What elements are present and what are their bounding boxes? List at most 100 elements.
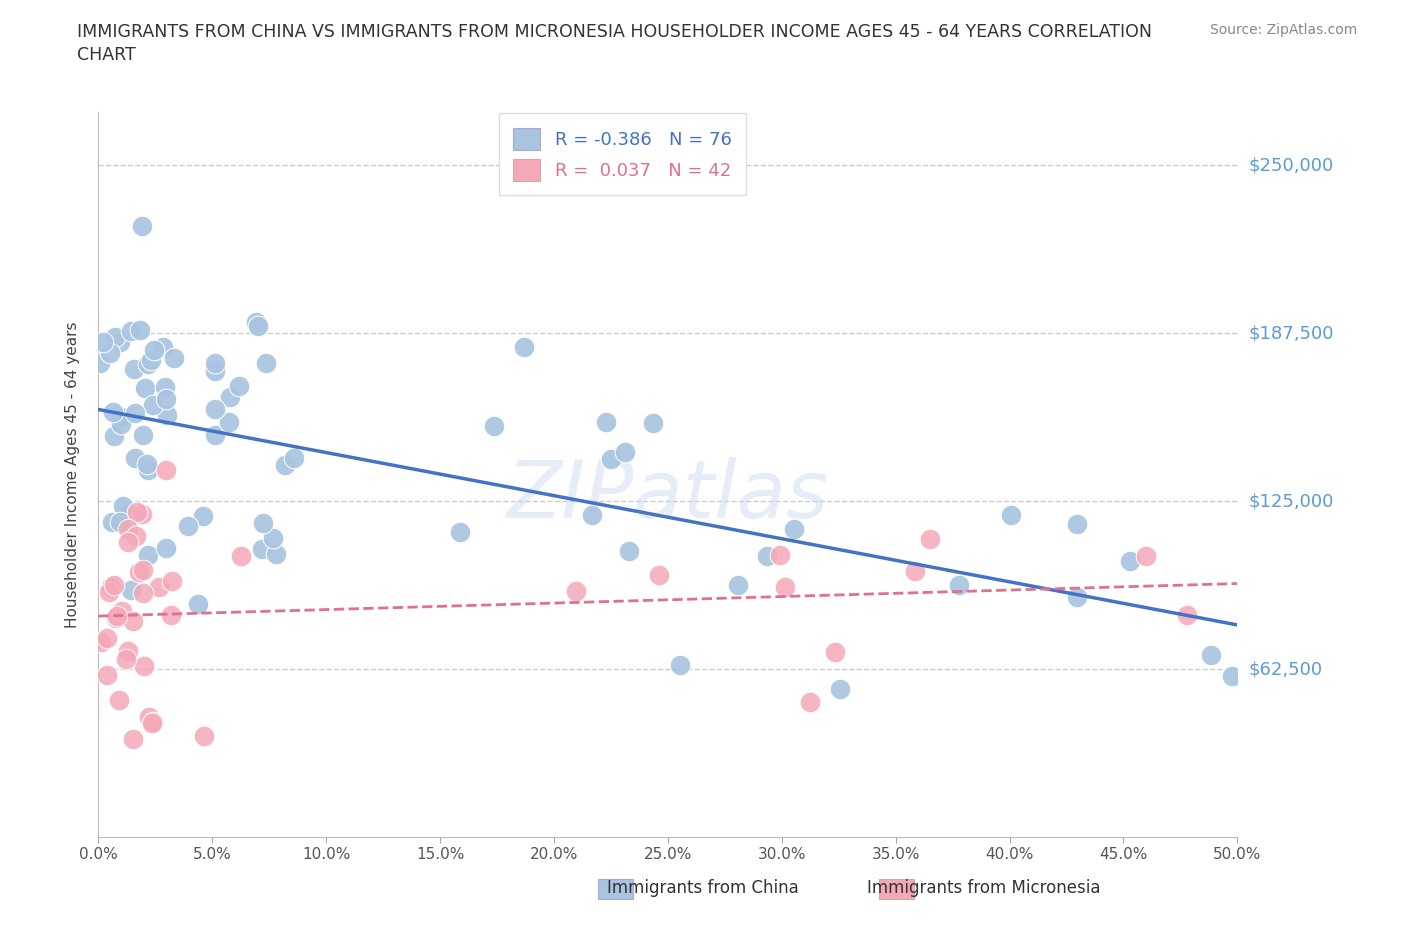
Point <box>108 693 131 708</box>
Point <box>124 405 146 420</box>
Point <box>617 544 640 559</box>
Point <box>122 614 145 629</box>
Point <box>141 352 163 367</box>
Point <box>96 668 118 683</box>
Point <box>219 390 242 405</box>
Point <box>96 631 118 645</box>
Point <box>110 417 132 432</box>
Point <box>108 514 131 529</box>
Point <box>98 346 121 361</box>
Point <box>153 379 176 394</box>
Text: IMMIGRANTS FROM CHINA VS IMMIGRANTS FROM MICRONESIA HOUSEHOLDER INCOME AGES 45 -: IMMIGRANTS FROM CHINA VS IMMIGRANTS FROM… <box>77 23 1153 41</box>
Point <box>129 323 152 338</box>
Point <box>103 329 125 344</box>
Point <box>135 457 157 472</box>
Point <box>134 381 156 396</box>
Point <box>1220 669 1243 684</box>
Text: $187,500: $187,500 <box>1249 325 1334 342</box>
Point <box>252 541 274 556</box>
Point <box>252 515 274 530</box>
Text: ZIPatlas: ZIPatlas <box>506 457 830 535</box>
Point <box>141 716 163 731</box>
Text: CHART: CHART <box>77 46 136 64</box>
Point <box>152 339 174 354</box>
Point <box>756 549 779 564</box>
Point <box>1066 589 1088 604</box>
Point <box>89 355 111 370</box>
Point <box>122 362 145 377</box>
Point <box>204 355 226 370</box>
Point <box>115 651 138 666</box>
Point <box>482 418 505 433</box>
Point <box>254 355 277 370</box>
Point <box>204 402 226 417</box>
Point <box>782 522 804 537</box>
Point <box>131 218 153 232</box>
Y-axis label: Householder Income Ages 45 - 64 years: Householder Income Ages 45 - 64 years <box>65 321 80 628</box>
Point <box>948 578 970 592</box>
Point <box>273 458 295 472</box>
Point <box>1201 647 1223 662</box>
Point <box>1066 516 1088 531</box>
Point <box>904 564 927 578</box>
Point <box>155 462 177 477</box>
Point <box>120 582 142 597</box>
Point <box>131 507 153 522</box>
Point <box>128 565 150 579</box>
Point <box>1000 508 1022 523</box>
Point <box>204 364 226 379</box>
Point <box>920 532 942 547</box>
Point <box>97 585 120 600</box>
Point <box>159 607 181 622</box>
Point <box>108 334 131 349</box>
Text: $250,000: $250,000 <box>1249 156 1334 174</box>
Point <box>565 584 588 599</box>
Point <box>1175 607 1198 622</box>
Point <box>155 540 177 555</box>
Point <box>120 324 142 339</box>
Point <box>648 567 671 582</box>
Point <box>581 507 603 522</box>
Point <box>117 644 139 658</box>
Point <box>513 339 536 354</box>
Point <box>727 578 749 592</box>
Point <box>103 405 125 419</box>
Point <box>769 548 792 563</box>
Point <box>110 409 132 424</box>
Point <box>90 635 112 650</box>
Point <box>830 682 852 697</box>
Point <box>204 428 226 443</box>
Point <box>155 392 177 406</box>
Point <box>824 644 846 659</box>
Point <box>773 580 796 595</box>
Point <box>101 514 124 529</box>
Point <box>117 535 139 550</box>
Text: Immigrants from Micronesia: Immigrants from Micronesia <box>868 879 1101 897</box>
Point <box>91 335 114 350</box>
Point <box>136 463 159 478</box>
Point <box>187 597 209 612</box>
Point <box>111 498 134 513</box>
Text: $125,000: $125,000 <box>1249 492 1334 511</box>
Point <box>177 519 200 534</box>
Point <box>124 450 146 465</box>
Legend: R = -0.386   N = 76, R =  0.037   N = 42: R = -0.386 N = 76, R = 0.037 N = 42 <box>499 113 747 195</box>
Point <box>283 450 305 465</box>
Point <box>163 351 186 365</box>
Point <box>614 445 637 459</box>
Point <box>1119 553 1142 568</box>
Point <box>218 415 240 430</box>
Point <box>599 452 621 467</box>
Point <box>132 428 155 443</box>
Point <box>148 579 170 594</box>
Point <box>131 563 153 578</box>
Point <box>193 728 215 743</box>
Text: $62,500: $62,500 <box>1249 660 1323 678</box>
Point <box>103 578 125 592</box>
Point <box>160 574 183 589</box>
Point <box>117 522 139 537</box>
Point <box>125 529 148 544</box>
Point <box>138 710 160 724</box>
Point <box>228 379 250 393</box>
Text: Source: ZipAtlas.com: Source: ZipAtlas.com <box>1209 23 1357 37</box>
